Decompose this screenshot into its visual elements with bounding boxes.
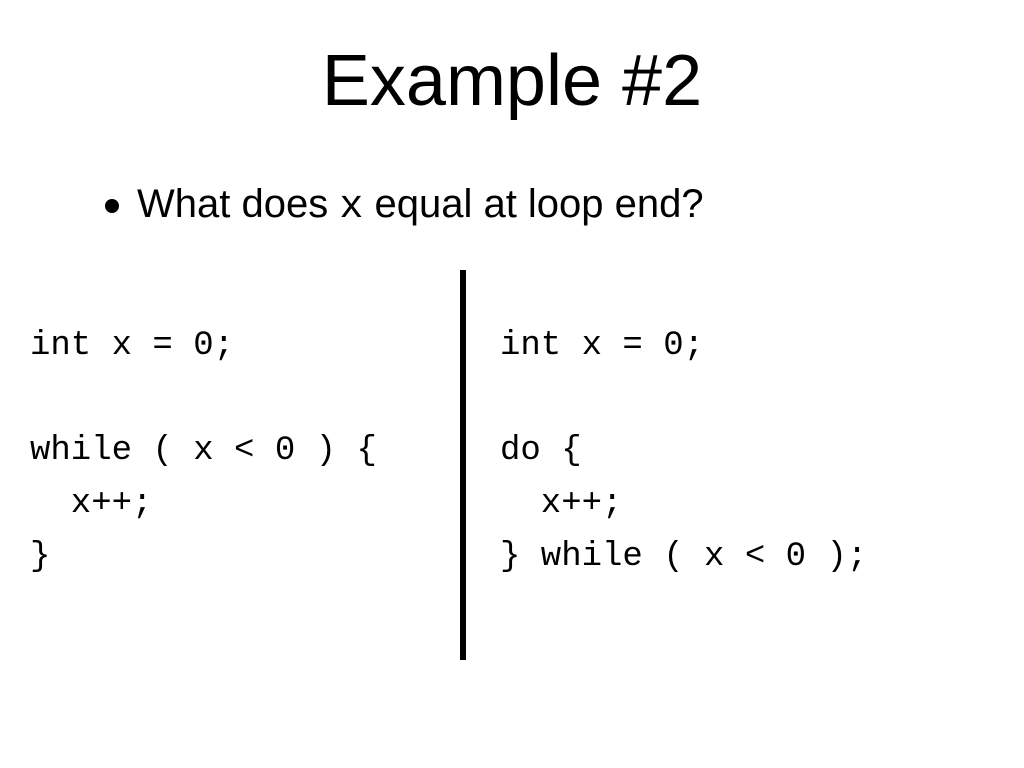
bullet-prefix: What does <box>137 182 339 226</box>
slide-title: Example #2 <box>30 40 994 122</box>
vertical-divider <box>460 270 466 660</box>
code-columns: int x = 0; while ( x < 0 ) { x++; } int … <box>30 320 994 670</box>
code-block-right: int x = 0; do { x++; } while ( x < 0 ); <box>500 320 867 583</box>
slide-container: Example #2 What does x equal at loop end… <box>0 0 1024 768</box>
bullet-text: What does x equal at loop end? <box>137 182 704 230</box>
bullet-code-var: x <box>339 185 363 230</box>
bullet-item: What does x equal at loop end? <box>105 182 994 230</box>
code-block-left: int x = 0; while ( x < 0 ) { x++; } <box>30 320 377 583</box>
bullet-suffix: equal at loop end? <box>363 182 703 226</box>
bullet-dot-icon <box>105 199 119 213</box>
